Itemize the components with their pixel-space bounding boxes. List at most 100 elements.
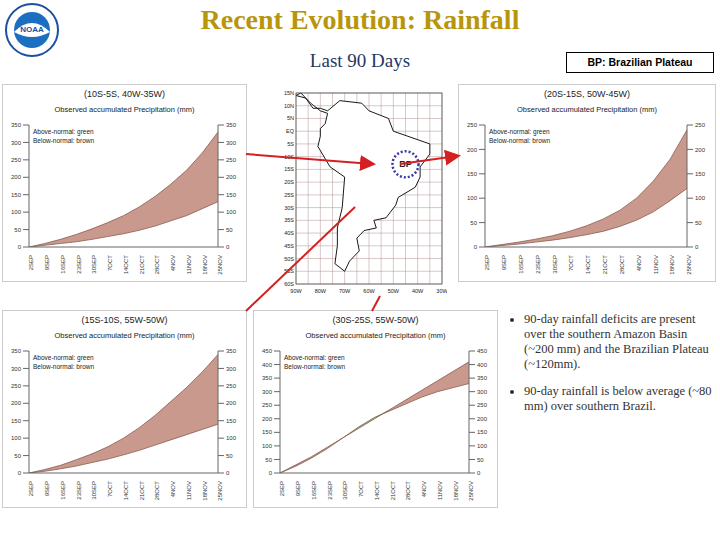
svg-text:250: 250 [226, 383, 237, 389]
svg-text:0: 0 [18, 470, 22, 476]
svg-text:0: 0 [474, 244, 478, 250]
svg-text:40W: 40W [412, 288, 424, 294]
svg-text:23SEP: 23SEP [76, 255, 82, 274]
svg-text:50: 50 [470, 220, 477, 226]
svg-text:9SEP: 9SEP [295, 481, 301, 496]
svg-text:200: 200 [262, 416, 273, 422]
svg-text:30SEP: 30SEP [91, 255, 97, 274]
svg-text:350: 350 [262, 375, 273, 381]
svg-text:60W: 60W [363, 288, 375, 294]
svg-text:100: 100 [695, 195, 706, 201]
svg-text:21OCT: 21OCT [139, 255, 145, 275]
svg-text:2SEP: 2SEP [28, 481, 34, 496]
svg-text:28OCT: 28OCT [405, 481, 411, 501]
svg-text:35S: 35S [284, 217, 294, 223]
svg-text:30SEP: 30SEP [552, 255, 558, 274]
svg-text:150: 150 [11, 418, 22, 424]
svg-text:30W: 30W [436, 288, 447, 294]
svg-text:250: 250 [695, 122, 706, 128]
svg-text:15N: 15N [284, 90, 294, 96]
svg-text:30SEP: 30SEP [91, 481, 97, 500]
svg-text:200: 200 [695, 147, 706, 153]
svg-text:50S: 50S [284, 256, 294, 262]
svg-text:100: 100 [11, 435, 22, 441]
svg-text:18NOV: 18NOV [202, 481, 208, 501]
svg-text:0: 0 [226, 244, 230, 250]
svg-text:25NOV: 25NOV [468, 481, 474, 501]
svg-text:250: 250 [11, 157, 22, 163]
svg-text:45S: 45S [284, 243, 294, 249]
svg-text:90W: 90W [290, 288, 302, 294]
svg-text:2SEP: 2SEP [279, 481, 285, 496]
svg-text:18NOV: 18NOV [453, 481, 459, 501]
svg-text:11NOV: 11NOV [186, 255, 192, 274]
svg-text:25NOV: 25NOV [217, 255, 223, 275]
svg-text:100: 100 [226, 209, 237, 215]
svg-text:0: 0 [695, 244, 699, 250]
svg-text:28OCT: 28OCT [154, 481, 160, 501]
svg-text:350: 350 [11, 348, 22, 354]
svg-text:7OCT: 7OCT [107, 481, 113, 497]
svg-text:55S: 55S [284, 268, 294, 274]
svg-text:23SEP: 23SEP [535, 255, 541, 274]
svg-text:250: 250 [226, 157, 237, 163]
svg-text:4NOV: 4NOV [170, 255, 176, 271]
svg-text:9SEP: 9SEP [44, 255, 50, 270]
svg-text:350: 350 [226, 348, 237, 354]
svg-text:250: 250 [467, 122, 478, 128]
svg-text:18NOV: 18NOV [669, 255, 675, 275]
svg-text:21OCT: 21OCT [139, 481, 145, 501]
svg-text:10S: 10S [284, 154, 294, 160]
svg-text:25NOV: 25NOV [686, 255, 692, 275]
svg-text:350: 350 [477, 375, 488, 381]
svg-text:0: 0 [226, 470, 230, 476]
svg-text:400: 400 [262, 362, 273, 368]
svg-text:350: 350 [226, 122, 237, 128]
svg-text:250: 250 [262, 402, 273, 408]
svg-text:16SEP: 16SEP [60, 255, 66, 274]
svg-text:18NOV: 18NOV [202, 255, 208, 275]
svg-text:80W: 80W [315, 288, 327, 294]
svg-text:16SEP: 16SEP [311, 481, 317, 500]
svg-text:14OCT: 14OCT [123, 255, 129, 275]
svg-text:200: 200 [467, 147, 478, 153]
svg-text:50: 50 [477, 457, 484, 463]
svg-text:11NOV: 11NOV [186, 481, 192, 500]
svg-text:200: 200 [11, 400, 22, 406]
svg-text:300: 300 [477, 389, 488, 395]
svg-text:23SEP: 23SEP [327, 481, 333, 500]
svg-text:300: 300 [11, 140, 22, 146]
svg-text:60S: 60S [284, 281, 294, 287]
svg-text:25S: 25S [284, 192, 294, 198]
svg-text:250: 250 [477, 402, 488, 408]
svg-text:11NOV: 11NOV [437, 481, 443, 500]
svg-text:200: 200 [226, 400, 237, 406]
svg-text:4NOV: 4NOV [636, 255, 642, 271]
svg-text:21OCT: 21OCT [602, 255, 608, 275]
svg-text:BP: BP [399, 159, 412, 169]
svg-text:100: 100 [262, 443, 273, 449]
svg-text:200: 200 [477, 416, 488, 422]
svg-text:300: 300 [11, 366, 22, 372]
svg-text:450: 450 [477, 348, 488, 354]
svg-text:150: 150 [477, 429, 488, 435]
svg-text:11NOV: 11NOV [653, 255, 659, 274]
svg-text:2SEP: 2SEP [484, 255, 490, 270]
svg-text:300: 300 [226, 140, 237, 146]
svg-text:150: 150 [467, 171, 478, 177]
svg-text:7OCT: 7OCT [358, 481, 364, 497]
svg-text:21OCT: 21OCT [390, 481, 396, 501]
svg-text:14OCT: 14OCT [123, 481, 129, 501]
svg-text:NOAA: NOAA [20, 25, 44, 34]
svg-text:50: 50 [226, 227, 233, 233]
svg-text:23SEP: 23SEP [76, 481, 82, 500]
svg-text:50: 50 [265, 457, 272, 463]
svg-text:200: 200 [226, 174, 237, 180]
svg-text:70W: 70W [339, 288, 351, 294]
svg-text:250: 250 [11, 383, 22, 389]
svg-text:100: 100 [11, 209, 22, 215]
svg-text:7OCT: 7OCT [568, 255, 574, 271]
svg-text:4NOV: 4NOV [170, 481, 176, 497]
svg-text:30SEP: 30SEP [342, 481, 348, 500]
svg-text:150: 150 [226, 418, 237, 424]
